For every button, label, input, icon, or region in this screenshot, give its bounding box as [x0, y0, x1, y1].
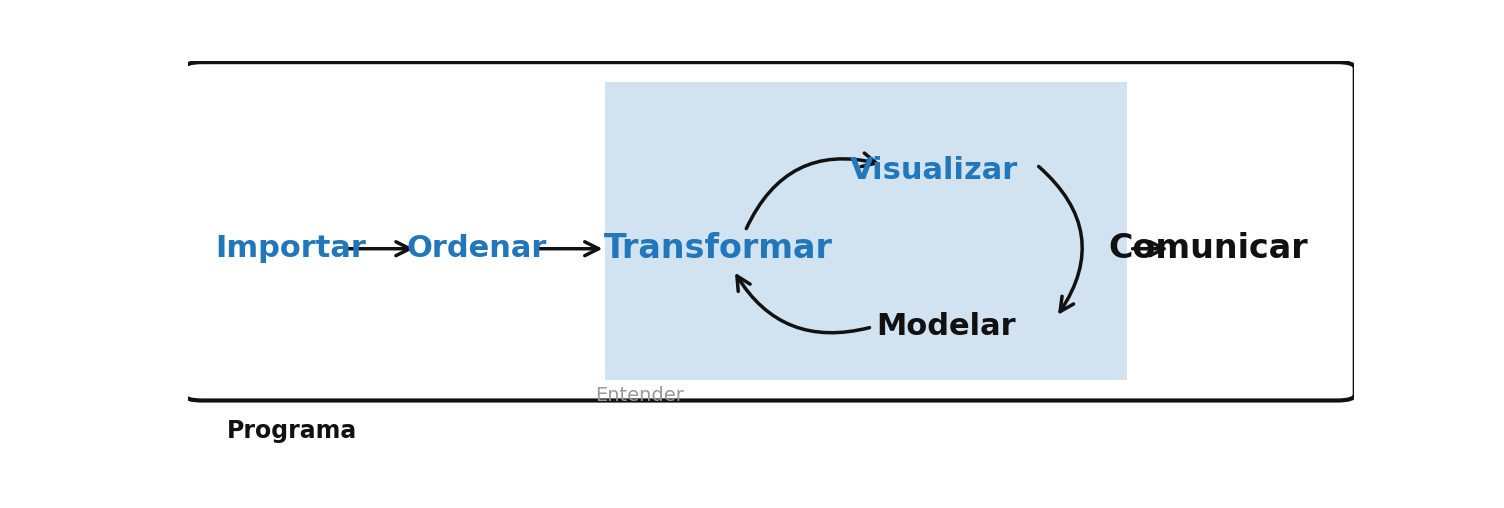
- Text: Entender: Entender: [594, 386, 683, 405]
- Text: Comunicar: Comunicar: [1108, 232, 1307, 265]
- Text: Transformar: Transformar: [605, 232, 833, 265]
- FancyBboxPatch shape: [605, 82, 1128, 380]
- Text: Programa: Programa: [227, 419, 356, 442]
- Text: Modelar: Modelar: [875, 312, 1015, 341]
- Text: Visualizar: Visualizar: [850, 156, 1018, 185]
- Text: Importar: Importar: [215, 234, 365, 263]
- FancyBboxPatch shape: [185, 62, 1355, 400]
- Text: Ordenar: Ordenar: [408, 234, 547, 263]
